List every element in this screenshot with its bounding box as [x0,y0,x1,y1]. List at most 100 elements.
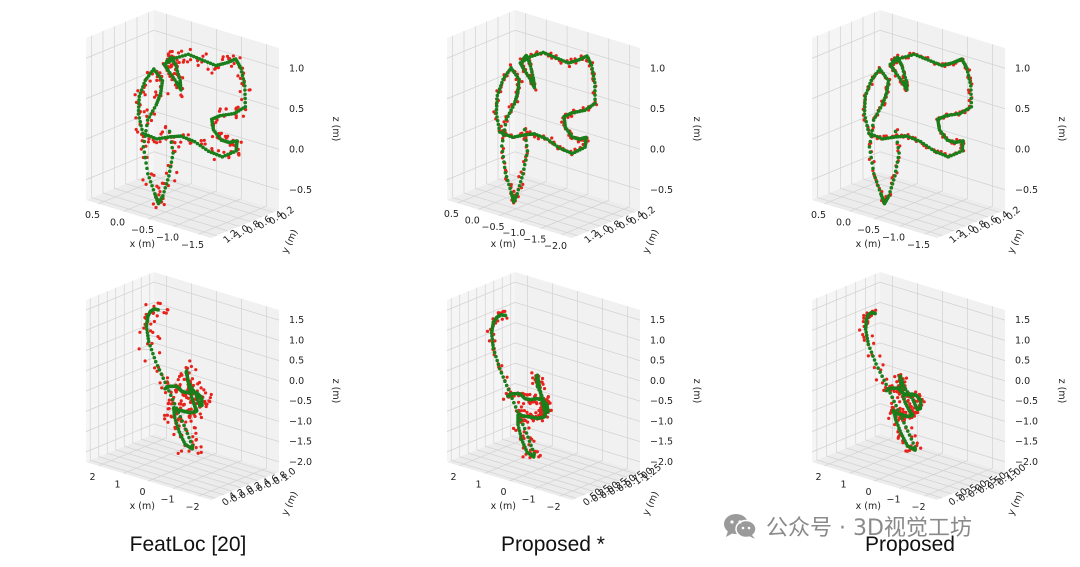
ground-truth-point [893,169,898,174]
z-tick-label: 1.5 [650,315,665,326]
ground-truth-point [937,62,941,67]
estimate-point [198,412,202,416]
estimate-point [158,351,162,355]
ground-truth-point [495,100,499,105]
estimate-point [154,205,158,210]
estimate-point [155,78,159,83]
z-tick-label: −2.0 [289,457,312,468]
ground-truth-point [167,174,171,178]
estimate-point [862,335,866,339]
estimate-point [550,136,554,140]
ground-truth-point [927,145,931,150]
ground-truth-point [935,150,940,155]
estimate-point [238,76,243,80]
ground-truth-point [492,350,497,355]
ground-truth-point [875,112,879,116]
estimate-point [213,67,217,71]
ground-truth-point [192,54,196,59]
ground-truth-point [969,96,973,101]
x-tick-label: −1 [521,495,535,506]
grid-line-y [486,21,612,223]
ground-truth-point [495,358,499,363]
ground-truth-point [212,151,216,156]
x-tick-label: −1.0 [882,233,905,244]
estimate-point [142,326,146,330]
estimate-point [501,397,506,401]
grid-line-x [924,44,993,235]
z-tick-label: 0.5 [1015,356,1030,367]
ground-truth-point [494,107,499,112]
estimate-point [178,382,182,387]
ground-truth-point [526,435,530,439]
ground-truth-point [509,108,513,112]
ground-truth-point [525,149,530,153]
ground-truth-point [177,75,182,80]
x-tick-label: −1 [886,495,900,506]
ground-truth-point [224,112,228,117]
ground-truth-point [181,135,186,140]
ground-truth-point [503,379,507,384]
grid-line-x [559,306,628,497]
ground-truth-point [190,138,194,143]
estimate-point [237,152,241,156]
ground-truth-point [910,136,915,141]
estimate-point [168,50,172,54]
ground-truth-point [503,122,508,127]
y-axis-label: y (m) [280,228,301,256]
x-tick-label: −2.0 [544,241,567,252]
estimate-point [525,393,529,397]
grid-line-z [85,342,280,382]
z-tick-label: 0.0 [650,144,665,155]
estimate-point [162,203,166,207]
grid-line-z [85,423,280,463]
estimate-point [221,55,225,59]
ground-truth-point [909,395,913,400]
estimate-point [496,311,500,315]
ground-truth-point [187,137,191,142]
ground-truth-point [923,57,928,61]
ground-truth-point [547,139,552,143]
estimate-point [878,354,882,358]
grid-line-y [816,298,942,499]
ground-truth-point [863,98,867,102]
ground-truth-point [150,109,155,113]
estimate-point [500,317,504,321]
ground-truth-point [911,398,915,402]
grid-line-y [452,35,578,237]
ground-truth-point [593,80,597,85]
ground-truth-point [902,72,907,77]
ground-truth-point [870,161,874,165]
estimate-point [861,319,865,324]
z-tick-label: −1.5 [1015,437,1038,448]
grid-line-z [446,342,641,382]
ground-truth-point [901,69,906,74]
estimate-point [511,426,516,431]
estimate-point [867,142,871,146]
x-tick-label: −1.0 [502,228,525,239]
ground-truth-point [884,382,888,387]
ground-truth-point [165,384,169,389]
ground-truth-point [188,439,193,444]
estimate-point [530,437,534,441]
grid-line-y [140,277,267,478]
estimate-point [151,330,155,334]
ground-truth-point [496,90,501,95]
ground-truth-point [886,136,891,140]
ground-truth-point [503,313,508,318]
estimate-point [234,116,238,120]
ground-truth-point [491,346,496,351]
x-tick-label: −2 [546,502,560,513]
estimate-point [231,54,235,58]
ground-truth-point [863,116,868,120]
ground-truth-point [165,135,170,140]
ground-truth-point [180,54,185,58]
ground-truth-point [516,426,521,430]
estimate-point [169,402,174,406]
ground-truth-point [896,145,901,150]
estimate-point [525,130,529,134]
estimate-point [167,398,171,402]
ground-truth-point [243,100,248,105]
ground-truth-point [494,111,499,115]
estimate-point [181,60,185,64]
estimate-point [896,395,900,400]
